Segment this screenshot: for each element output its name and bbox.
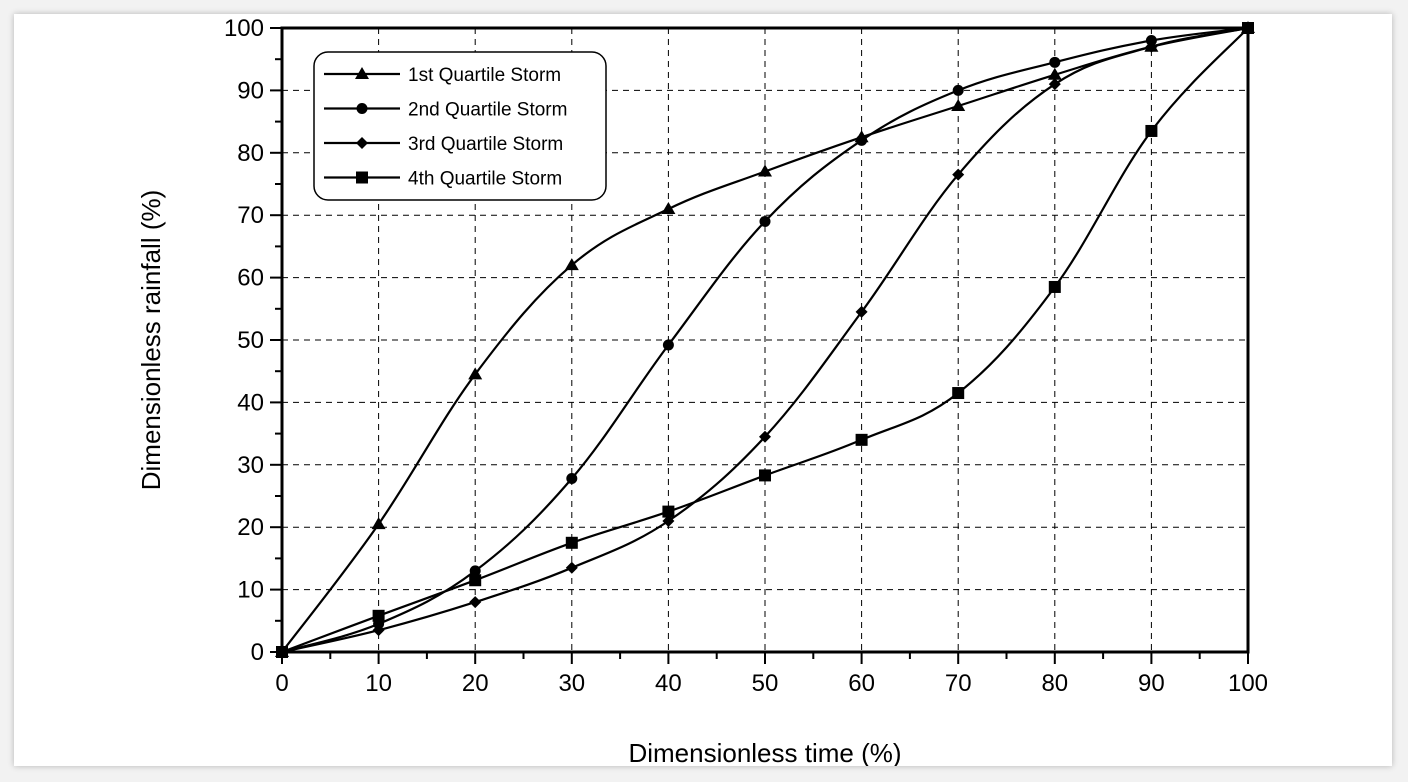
data-point-diamond <box>565 561 578 574</box>
y-tick-label: 70 <box>237 202 264 229</box>
x-axis-title: Dimensionless time (%) <box>628 738 901 766</box>
data-point-square <box>855 433 868 446</box>
legend-label: 3rd Quartile Storm <box>408 134 563 155</box>
y-tick-label: 100 <box>224 15 264 42</box>
y-tick-label: 60 <box>237 265 264 292</box>
chart-frame: 0 10 20 30 40 50 60 70 80 90 100 0 10 20 30 40 50 60 70 80 9… <box>14 14 1392 766</box>
data-point-circle <box>952 84 964 96</box>
data-point-circle <box>1049 56 1061 68</box>
data-point-square <box>1048 280 1061 293</box>
data-point-triangle <box>564 258 579 271</box>
x-tick-label: 30 <box>558 670 585 697</box>
data-point-triangle <box>951 99 966 111</box>
y-axis-title: Dimensionless rainfall (%) <box>136 190 166 491</box>
legend-item: 2nd Quartile Storm <box>324 100 567 121</box>
data-point-diamond <box>662 514 675 527</box>
series-line <box>281 26 1249 654</box>
data-point-circle <box>856 134 868 146</box>
x-tick-label: 60 <box>848 670 875 697</box>
data-point-square <box>1145 124 1158 137</box>
legend-marker-square <box>356 171 368 184</box>
y-tick-label: 10 <box>237 577 264 604</box>
data-point-square <box>662 505 675 518</box>
legend: 1st Quartile Storm 2nd Quartile Storm 3rd … <box>313 51 607 201</box>
y-tick-label: 80 <box>237 140 264 167</box>
legend-label: 4th Quartile Storm <box>408 169 562 190</box>
data-point-diamond <box>1048 78 1061 91</box>
y-tick-label: 40 <box>237 389 264 416</box>
data-point-square <box>952 387 965 400</box>
data-point-triangle <box>1047 67 1062 80</box>
legend-marker-circle <box>356 103 368 114</box>
ticks <box>270 27 1249 664</box>
data-point-diamond <box>952 168 965 181</box>
y-tick-label: 30 <box>237 452 264 479</box>
data-point-square <box>372 609 385 622</box>
data-point-circle <box>566 473 578 485</box>
y-tick-label: 50 <box>237 327 264 354</box>
legend-label: 2nd Quartile Storm <box>408 100 567 121</box>
data-point-triangle <box>371 517 386 530</box>
series-line <box>281 26 1249 654</box>
legend-item: 4th Quartile Storm <box>324 169 562 190</box>
data-point-circle <box>1145 34 1157 46</box>
x-tick-label: 10 <box>365 670 392 697</box>
x-tick-label: 50 <box>752 670 779 697</box>
legend-item: 1st Quartile Storm <box>324 65 561 86</box>
legend-marker-diamond <box>356 137 368 149</box>
series-4 <box>276 22 1254 658</box>
data-point-diamond <box>1145 40 1158 53</box>
data-point-diamond <box>469 596 482 609</box>
x-tick-label: 90 <box>1138 670 1165 697</box>
series-layer <box>275 21 1255 658</box>
x-tick-label: 0 <box>275 670 288 697</box>
x-tick-label: 80 <box>1041 670 1068 697</box>
y-tick-label: 90 <box>237 77 264 104</box>
x-tick-label: 40 <box>655 670 682 697</box>
data-point-triangle <box>661 201 676 214</box>
tick-labels: 0 10 20 30 40 50 60 70 80 90 100 0 10 20 30 40 50 60 70 80 9… <box>224 15 1268 697</box>
data-point-diamond <box>855 305 868 318</box>
series-line <box>281 26 1249 653</box>
legend-marker-triangle <box>355 67 369 79</box>
data-point-triangle <box>758 164 772 177</box>
data-point-square <box>565 536 578 549</box>
legend-box <box>313 51 607 201</box>
x-tick-label: 100 <box>1228 670 1268 697</box>
legend-label: 1st Quartile Storm <box>408 65 561 86</box>
data-point-circle <box>759 215 771 227</box>
y-tick-label: 20 <box>237 514 264 541</box>
data-point-diamond <box>372 624 385 637</box>
x-tick-label: 20 <box>462 670 489 697</box>
chart: 0 10 20 30 40 50 60 70 80 90 100 0 10 20 30 40 50 60 70 80 9… <box>136 15 1268 766</box>
data-point-diamond <box>759 430 771 443</box>
series-line <box>281 27 1249 654</box>
data-point-square <box>469 574 482 587</box>
data-point-triangle <box>468 367 483 380</box>
y-tick-label: 0 <box>251 639 264 666</box>
x-tick-label: 70 <box>945 670 972 697</box>
data-point-square <box>759 469 771 482</box>
series-2 <box>276 22 1254 658</box>
legend-item: 3rd Quartile Storm <box>324 134 563 155</box>
data-point-circle <box>662 339 674 351</box>
data-point-circle <box>469 565 481 577</box>
